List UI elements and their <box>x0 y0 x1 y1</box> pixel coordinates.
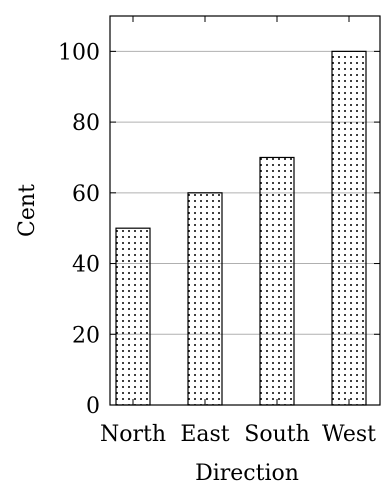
bars-layer <box>115 50 367 406</box>
ticks-layer <box>110 16 380 406</box>
y-tick-label: 0 <box>86 394 100 419</box>
y-tick-label: 100 <box>58 40 100 65</box>
bar-north <box>115 227 151 406</box>
y-tick-label: 40 <box>72 253 100 278</box>
x-tick-label-east: East <box>180 422 229 447</box>
bar-east <box>187 192 223 406</box>
x-axis-title: Direction <box>195 461 299 486</box>
y-axis-title: Cent <box>15 184 40 237</box>
bar-south <box>259 156 295 406</box>
y-tick-label: 60 <box>72 182 100 207</box>
x-tick-label-west: West <box>322 422 376 447</box>
x-tick-label-north: North <box>100 422 166 447</box>
x-tick-label-south: South <box>244 422 310 447</box>
plot-frame <box>109 15 381 406</box>
y-tick-label: 80 <box>72 111 100 136</box>
labels-layer: 0 20 40 60 80 100 North East South West <box>58 40 376 447</box>
y-tick-label: 20 <box>72 323 100 348</box>
bar-west <box>331 50 367 406</box>
